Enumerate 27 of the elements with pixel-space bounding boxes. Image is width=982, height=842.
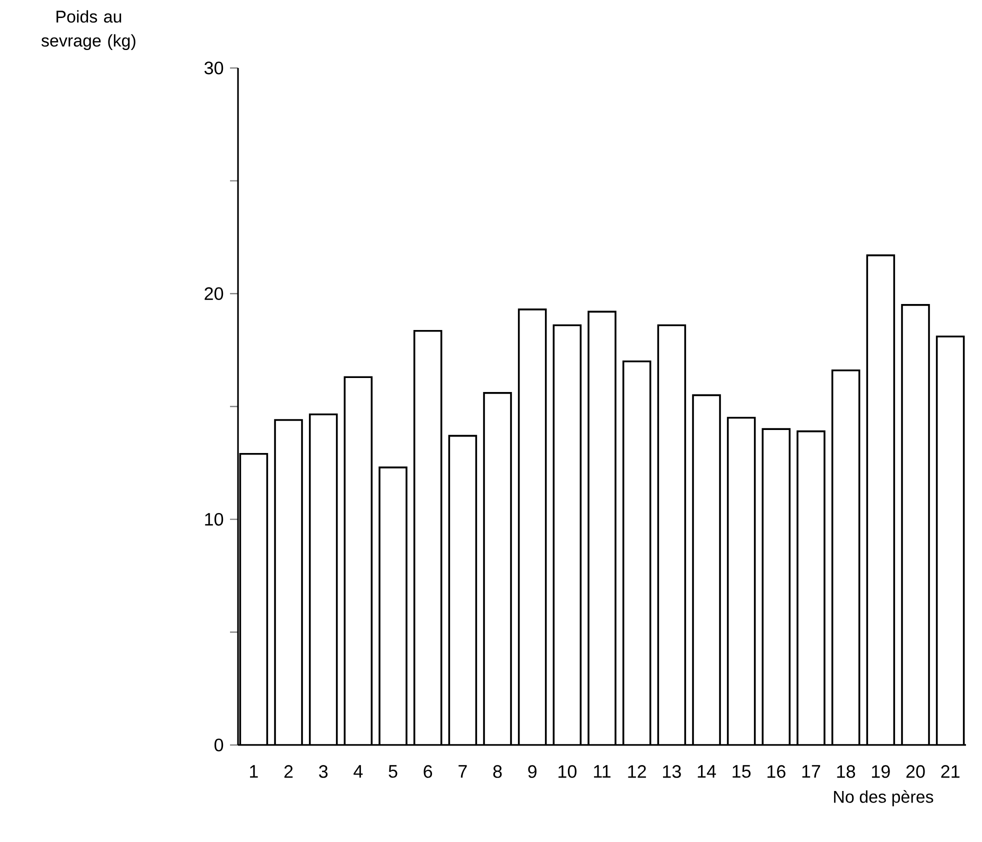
x-tick-label: 8 [493,765,502,778]
x-tick-label: 3 [319,765,328,778]
x-tick-label: 13 [663,765,681,778]
x-tick-label: 1 [250,765,258,778]
x-tick-label: 2 [284,765,293,778]
y-tick-label: 20 [204,287,224,300]
x-tick-label: 4 [354,765,363,778]
x-tick-label: 19 [872,765,890,778]
x-tick-label: 5 [388,765,398,778]
x-tick-label: 17 [802,765,820,778]
x-tick-label: 10 [558,765,576,778]
x-tick-label: 20 [906,765,925,778]
y-axis-title: Poids au sevrage (kg) [41,10,136,50]
x-tick-label: 21 [941,765,960,778]
x-tick-label: 18 [837,765,856,778]
x-tick-label: 6 [424,765,432,778]
x-tick-label: 16 [768,765,786,778]
x-tick-label: 14 [698,765,716,778]
x-tick-label: 7 [458,765,467,778]
x-tick-label: 15 [732,765,751,778]
x-tick-label: 12 [628,765,646,778]
y-tick-label: 0 [214,738,224,752]
x-axis-title: No des pères [834,790,934,806]
y-tick-label: 30 [204,62,224,74]
y-tick-label: 10 [205,512,224,526]
x-tick-label: 11 [594,765,610,778]
x-tick-label: 9 [528,765,536,778]
